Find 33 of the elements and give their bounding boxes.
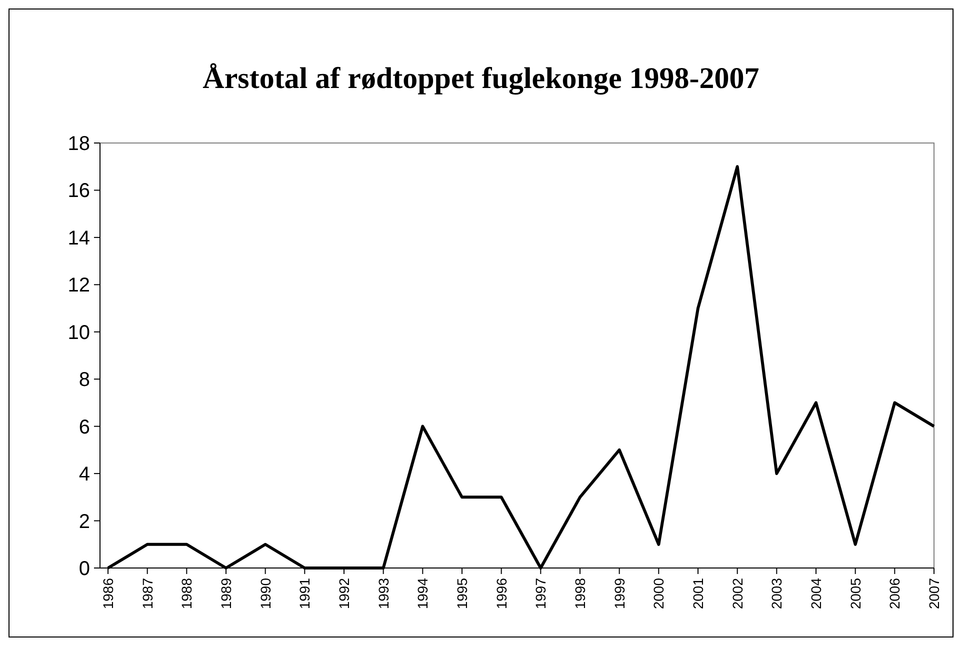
x-tick-label: 2003 — [768, 578, 785, 610]
x-tick-label: 1997 — [532, 578, 549, 610]
x-tick-label: 1992 — [336, 578, 352, 610]
y-tick-label: 6 — [78, 416, 90, 438]
y-tick-label: 18 — [68, 133, 90, 155]
x-tick-label: 1996 — [493, 578, 510, 610]
x-tick-label: 2001 — [690, 578, 706, 610]
x-tick-label: 1998 — [572, 578, 588, 610]
x-tick-label: 1993 — [375, 578, 392, 610]
x-tick-label: 1999 — [611, 578, 628, 610]
y-tick-label: 2 — [78, 510, 90, 533]
x-tick-label: 1986 — [100, 578, 116, 610]
x-tick-label: 1995 — [454, 578, 470, 610]
y-tick-label: 0 — [78, 558, 90, 580]
x-tick-label: 1994 — [414, 578, 431, 610]
x-tick-label: 1988 — [178, 578, 195, 610]
y-tick-label: 10 — [68, 322, 90, 344]
chart-title: Årstotal af rødtoppet fuglekonge 1998-2007 — [202, 62, 760, 95]
y-tick-label: 16 — [68, 180, 90, 202]
x-tick-label: 2004 — [808, 578, 824, 610]
x-tick-label: 1987 — [139, 578, 156, 610]
x-tick-label: 1991 — [296, 578, 313, 610]
y-tick-label: 14 — [68, 227, 90, 250]
x-tick-label: 2000 — [650, 578, 667, 610]
x-tick-label: 2005 — [847, 578, 864, 610]
x-tick-label: 1990 — [257, 578, 274, 610]
x-tick-label: 1989 — [218, 578, 234, 610]
x-tick-label: 2002 — [729, 578, 746, 610]
x-tick-label: 2007 — [926, 578, 942, 610]
y-tick-label: 12 — [68, 274, 90, 297]
x-tick-label: 2006 — [886, 578, 903, 610]
y-tick-label: 8 — [78, 369, 90, 392]
y-tick-label: 4 — [78, 464, 90, 486]
